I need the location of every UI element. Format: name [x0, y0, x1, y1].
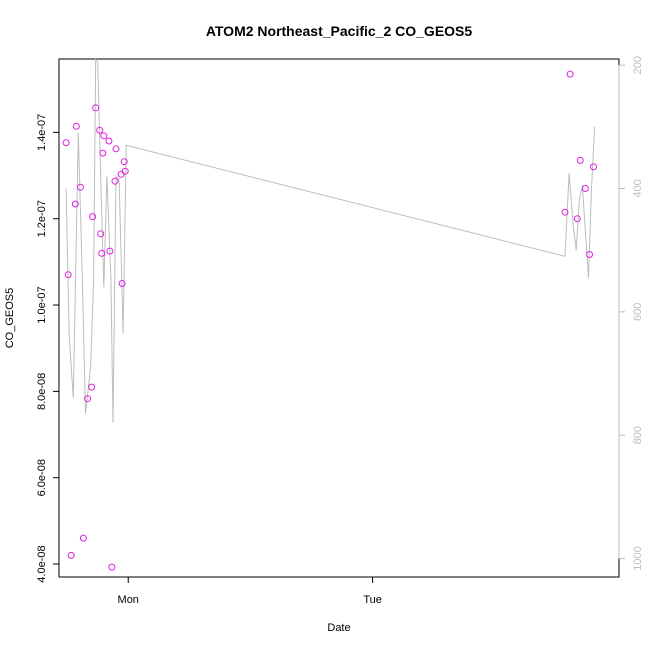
chart-title: ATOM2 Northeast_Pacific_2 CO_GEOS5	[206, 23, 473, 39]
data-point	[96, 126, 104, 134]
x-axis-label: Date	[327, 622, 350, 634]
data-point	[88, 383, 96, 391]
data-point	[118, 280, 126, 287]
data-point	[111, 177, 119, 185]
data-point	[566, 70, 574, 78]
data-point	[79, 534, 87, 542]
y-tick-label: 1.0e-07	[36, 286, 48, 323]
data-point	[581, 185, 589, 192]
data-point	[100, 132, 108, 140]
data-point	[76, 183, 84, 191]
pressure-line-series	[65, 57, 596, 423]
data-point	[98, 249, 106, 257]
data-point	[561, 208, 569, 216]
co-geos5-points-series	[62, 70, 597, 571]
y2-tick-label: 600	[632, 303, 644, 321]
data-point	[67, 551, 75, 559]
data-point	[590, 163, 597, 171]
data-point	[573, 215, 581, 223]
data-point	[72, 122, 80, 130]
data-point	[108, 563, 116, 571]
data-point	[84, 395, 91, 403]
y2-axis: 200 400 600 800 1000	[618, 56, 644, 571]
data-point	[112, 145, 120, 153]
data-point	[99, 149, 107, 157]
y-axis-label: CO_GEOS5	[4, 288, 16, 349]
x-tick-label: Mon	[118, 594, 139, 606]
data-point	[576, 156, 584, 164]
x-tick-label: Tue	[363, 594, 382, 606]
y2-tick-label: 200	[632, 56, 644, 74]
y2-tick-label: 400	[632, 179, 644, 197]
pressure-line	[65, 57, 596, 423]
data-point	[121, 167, 129, 175]
data-point	[120, 158, 128, 166]
data-point	[64, 271, 72, 279]
data-point	[92, 104, 100, 112]
data-point	[106, 247, 114, 255]
data-point	[62, 139, 70, 147]
y-tick-label: 8.0e-08	[36, 373, 48, 410]
y-tick-label: 4.0e-08	[36, 545, 48, 582]
data-point	[71, 200, 79, 208]
data-point	[586, 251, 593, 258]
data-point	[89, 213, 97, 221]
y2-tick-label: 800	[632, 426, 644, 444]
y-tick-label: 6.0e-08	[36, 459, 48, 496]
y-tick-label: 1.2e-07	[36, 200, 48, 237]
y-tick-label: 1.4e-07	[36, 114, 48, 151]
data-point	[105, 137, 113, 145]
x-axis: Mon Tue	[118, 576, 382, 606]
data-point	[97, 230, 105, 238]
y2-tick-label: 1000	[632, 546, 644, 570]
y-axis: 4.0e-08 6.0e-08 8.0e-08 1.0e-07 1.2e-07 1.4e-…	[36, 114, 60, 583]
